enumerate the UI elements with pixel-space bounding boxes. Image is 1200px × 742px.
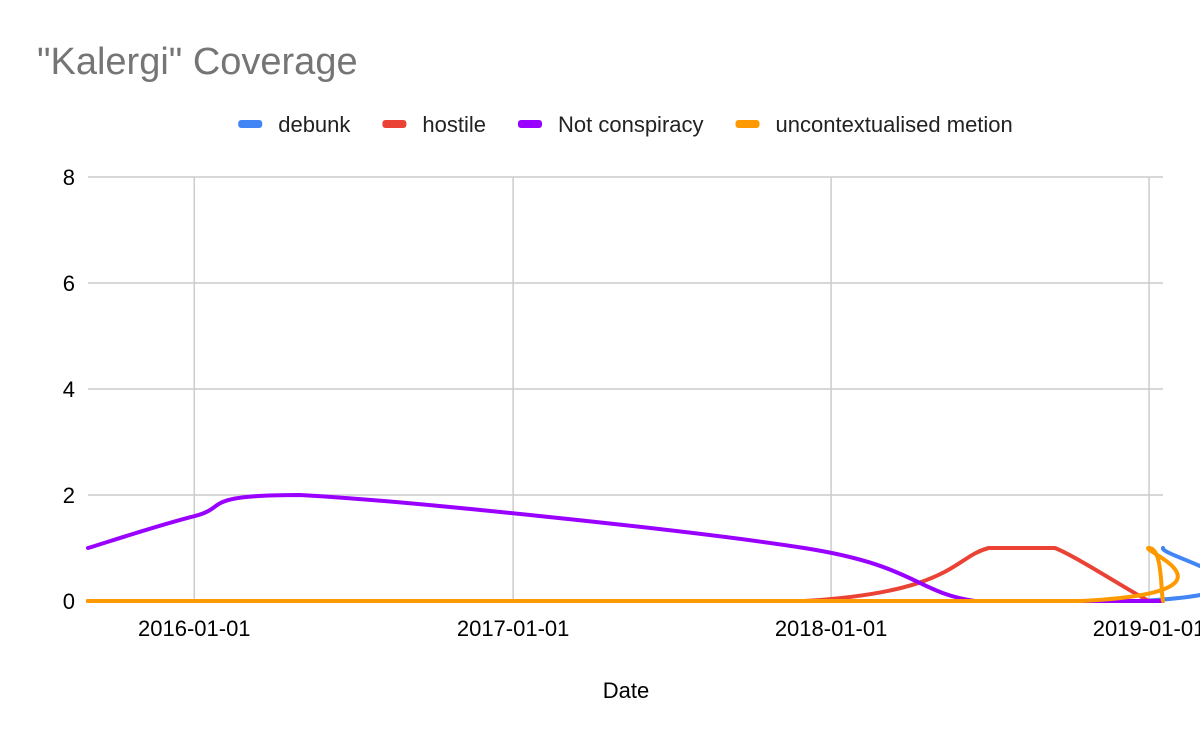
y-tick-label: 4 <box>63 377 75 402</box>
series-lines <box>86 493 1200 604</box>
legend-label: debunk <box>278 112 351 137</box>
y-tick-label: 8 <box>63 165 75 190</box>
series-line-hostile <box>86 545 1165 604</box>
y-tick-label: 6 <box>63 271 75 296</box>
legend-swatch <box>238 120 263 128</box>
chart-title: "Kalergi" Coverage <box>37 41 358 83</box>
legend: debunk hostile Not conspiracy uncontextuali… <box>238 112 1013 137</box>
x-tick-label: 2016-01-01 <box>138 616 251 641</box>
x-tick-label: 2018-01-01 <box>775 616 888 641</box>
legend-label: Not conspiracy <box>558 112 704 137</box>
x-tick-label: 2019-01-01 <box>1093 616 1200 641</box>
legend-item: debunk <box>238 112 351 137</box>
legend-label: uncontextualised metion <box>776 112 1013 137</box>
y-gridlines <box>88 176 1163 602</box>
series-line-uncontextualised-metion <box>86 546 1180 603</box>
legend-swatch <box>382 120 407 128</box>
legend-item: uncontextualised metion <box>735 112 1013 137</box>
series-line-debunk <box>86 546 1200 604</box>
x-axis-label: Date <box>603 678 649 703</box>
legend-item: Not conspiracy <box>518 112 704 137</box>
y-tick-label: 2 <box>63 483 75 508</box>
legend-item: hostile <box>382 112 486 137</box>
x-tick-label: 2017-01-01 <box>457 616 570 641</box>
y-axis-ticks: 0 2 4 6 8 <box>63 165 75 614</box>
legend-label: hostile <box>422 112 486 137</box>
y-tick-label: 0 <box>63 589 75 614</box>
legend-swatch <box>735 120 760 128</box>
x-axis-ticks: 2016-01-01 2017-01-01 2018-01-01 2019-01-01 <box>138 616 1200 641</box>
legend-swatch <box>518 120 542 128</box>
